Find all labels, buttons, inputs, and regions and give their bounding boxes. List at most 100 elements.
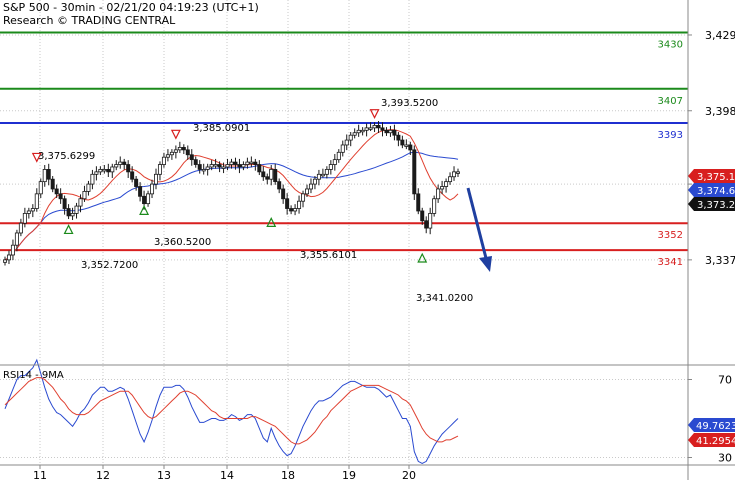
swing-value-label: 3,341.0200 xyxy=(416,293,473,304)
bullish-candle xyxy=(352,132,357,136)
bullish-candle xyxy=(221,166,226,169)
bullish-candle xyxy=(348,134,353,141)
bullish-candle xyxy=(110,166,115,173)
bullish-candle xyxy=(344,139,349,146)
bullish-candle xyxy=(444,181,449,187)
swing-value-label: 3,385.0901 xyxy=(193,123,250,134)
bullish-candle xyxy=(161,156,166,165)
x-tick-label: 13 xyxy=(157,469,171,480)
bullish-candle xyxy=(320,173,325,177)
bearish-candle xyxy=(281,188,286,200)
swing-low-marker xyxy=(139,205,150,215)
swing-low-marker xyxy=(417,252,428,263)
swing-high-marker xyxy=(31,152,42,163)
bearish-candle xyxy=(424,220,429,229)
bullish-candle xyxy=(18,222,23,234)
bullish-candle xyxy=(98,169,103,173)
bearish-candle xyxy=(185,149,190,156)
x-tick-label: 19 xyxy=(342,469,356,480)
level-lines: 3430 3407 3393 3352 3341 xyxy=(0,31,688,268)
bullish-candle xyxy=(201,169,206,172)
bullish-candle xyxy=(404,144,409,147)
bullish-candle xyxy=(388,129,393,134)
bearish-candle xyxy=(62,198,67,209)
bullish-candle xyxy=(241,164,246,168)
grid-layer xyxy=(0,0,688,465)
bullish-candle xyxy=(22,213,27,224)
bullish-candle xyxy=(209,164,214,168)
bullish-candle xyxy=(316,173,321,180)
y-tick-label: 3,337 xyxy=(705,254,735,267)
bullish-candle xyxy=(229,161,234,165)
bearish-candle xyxy=(46,169,51,180)
bullish-candle xyxy=(10,244,15,256)
markers: 3,375.6299 3,352.7200 3,360.5200 3,385.0901… xyxy=(31,98,492,304)
x-tick-label: 12 xyxy=(96,469,110,480)
bullish-candle xyxy=(301,193,306,202)
bullish-candle xyxy=(42,169,47,183)
bullish-candle xyxy=(153,173,158,185)
bullish-candle xyxy=(86,183,91,192)
bearish-candle xyxy=(261,171,266,178)
bullish-candle xyxy=(213,164,218,167)
bullish-candle xyxy=(436,188,441,200)
bearish-candle xyxy=(376,125,381,129)
rsi-value-tag xyxy=(688,418,735,432)
bearish-candle xyxy=(142,195,147,205)
bullish-candle xyxy=(26,210,31,214)
bullish-candle xyxy=(3,259,8,263)
bearish-candle xyxy=(380,127,385,131)
bearish-candle xyxy=(54,188,59,195)
bearish-candle xyxy=(265,176,270,180)
bullish-candle xyxy=(14,232,19,246)
bullish-candle xyxy=(102,169,107,172)
chart-subtitle: Research © TRADING CENTRAL xyxy=(3,14,176,27)
level-label-3393: 3393 xyxy=(658,130,683,141)
price-tag-label: 3,373.23 xyxy=(697,200,735,211)
bullish-candle xyxy=(6,254,11,261)
bullish-candle xyxy=(312,178,317,185)
price-tag-ma_slow xyxy=(688,183,735,197)
bearish-candle xyxy=(197,164,202,170)
bullish-candle xyxy=(308,183,313,190)
moving-averages xyxy=(4,129,459,261)
bearish-candle xyxy=(392,129,397,136)
bearish-candle xyxy=(416,193,421,212)
bearish-candle xyxy=(257,164,262,173)
bearish-candle xyxy=(408,144,413,151)
bearish-candle xyxy=(277,181,282,190)
bullish-candle xyxy=(94,171,99,175)
bullish-candle xyxy=(297,200,302,209)
bullish-candle xyxy=(332,159,337,165)
bullish-candle xyxy=(269,169,274,180)
rsi-line xyxy=(4,358,459,464)
bullish-candle xyxy=(82,191,87,200)
bullish-candle xyxy=(225,164,230,168)
chart-title: S&P 500 - 30min - 02/21/20 04:19:23 (UTC… xyxy=(3,1,259,14)
bearish-candle xyxy=(138,186,143,197)
bullish-candle xyxy=(169,151,174,156)
rsi-label: RSI14 - 9MA xyxy=(3,370,64,381)
bullish-candle xyxy=(150,183,155,195)
level-label-3352: 3352 xyxy=(658,230,683,241)
bearish-candle xyxy=(217,164,222,168)
rsi-moving-average-line xyxy=(4,377,459,445)
swing-low-marker xyxy=(63,224,74,235)
bullish-candle xyxy=(304,188,309,195)
bearish-candle xyxy=(122,161,127,165)
x-tick-label: 14 xyxy=(220,469,234,480)
bearish-candle xyxy=(289,208,294,212)
forecast-arrow-shaft xyxy=(466,187,489,263)
bullish-candle xyxy=(356,129,361,134)
bearish-candle xyxy=(58,193,63,200)
swing-value-label: 3,393.5200 xyxy=(381,98,438,109)
bullish-candle xyxy=(146,193,151,205)
bullish-candle xyxy=(432,198,437,214)
bearish-candle xyxy=(193,159,198,165)
bearish-candle xyxy=(134,178,139,187)
bullish-candle xyxy=(90,173,95,185)
swing-high-marker xyxy=(369,109,380,120)
rsi-value-label: 49.7623 xyxy=(696,421,735,432)
